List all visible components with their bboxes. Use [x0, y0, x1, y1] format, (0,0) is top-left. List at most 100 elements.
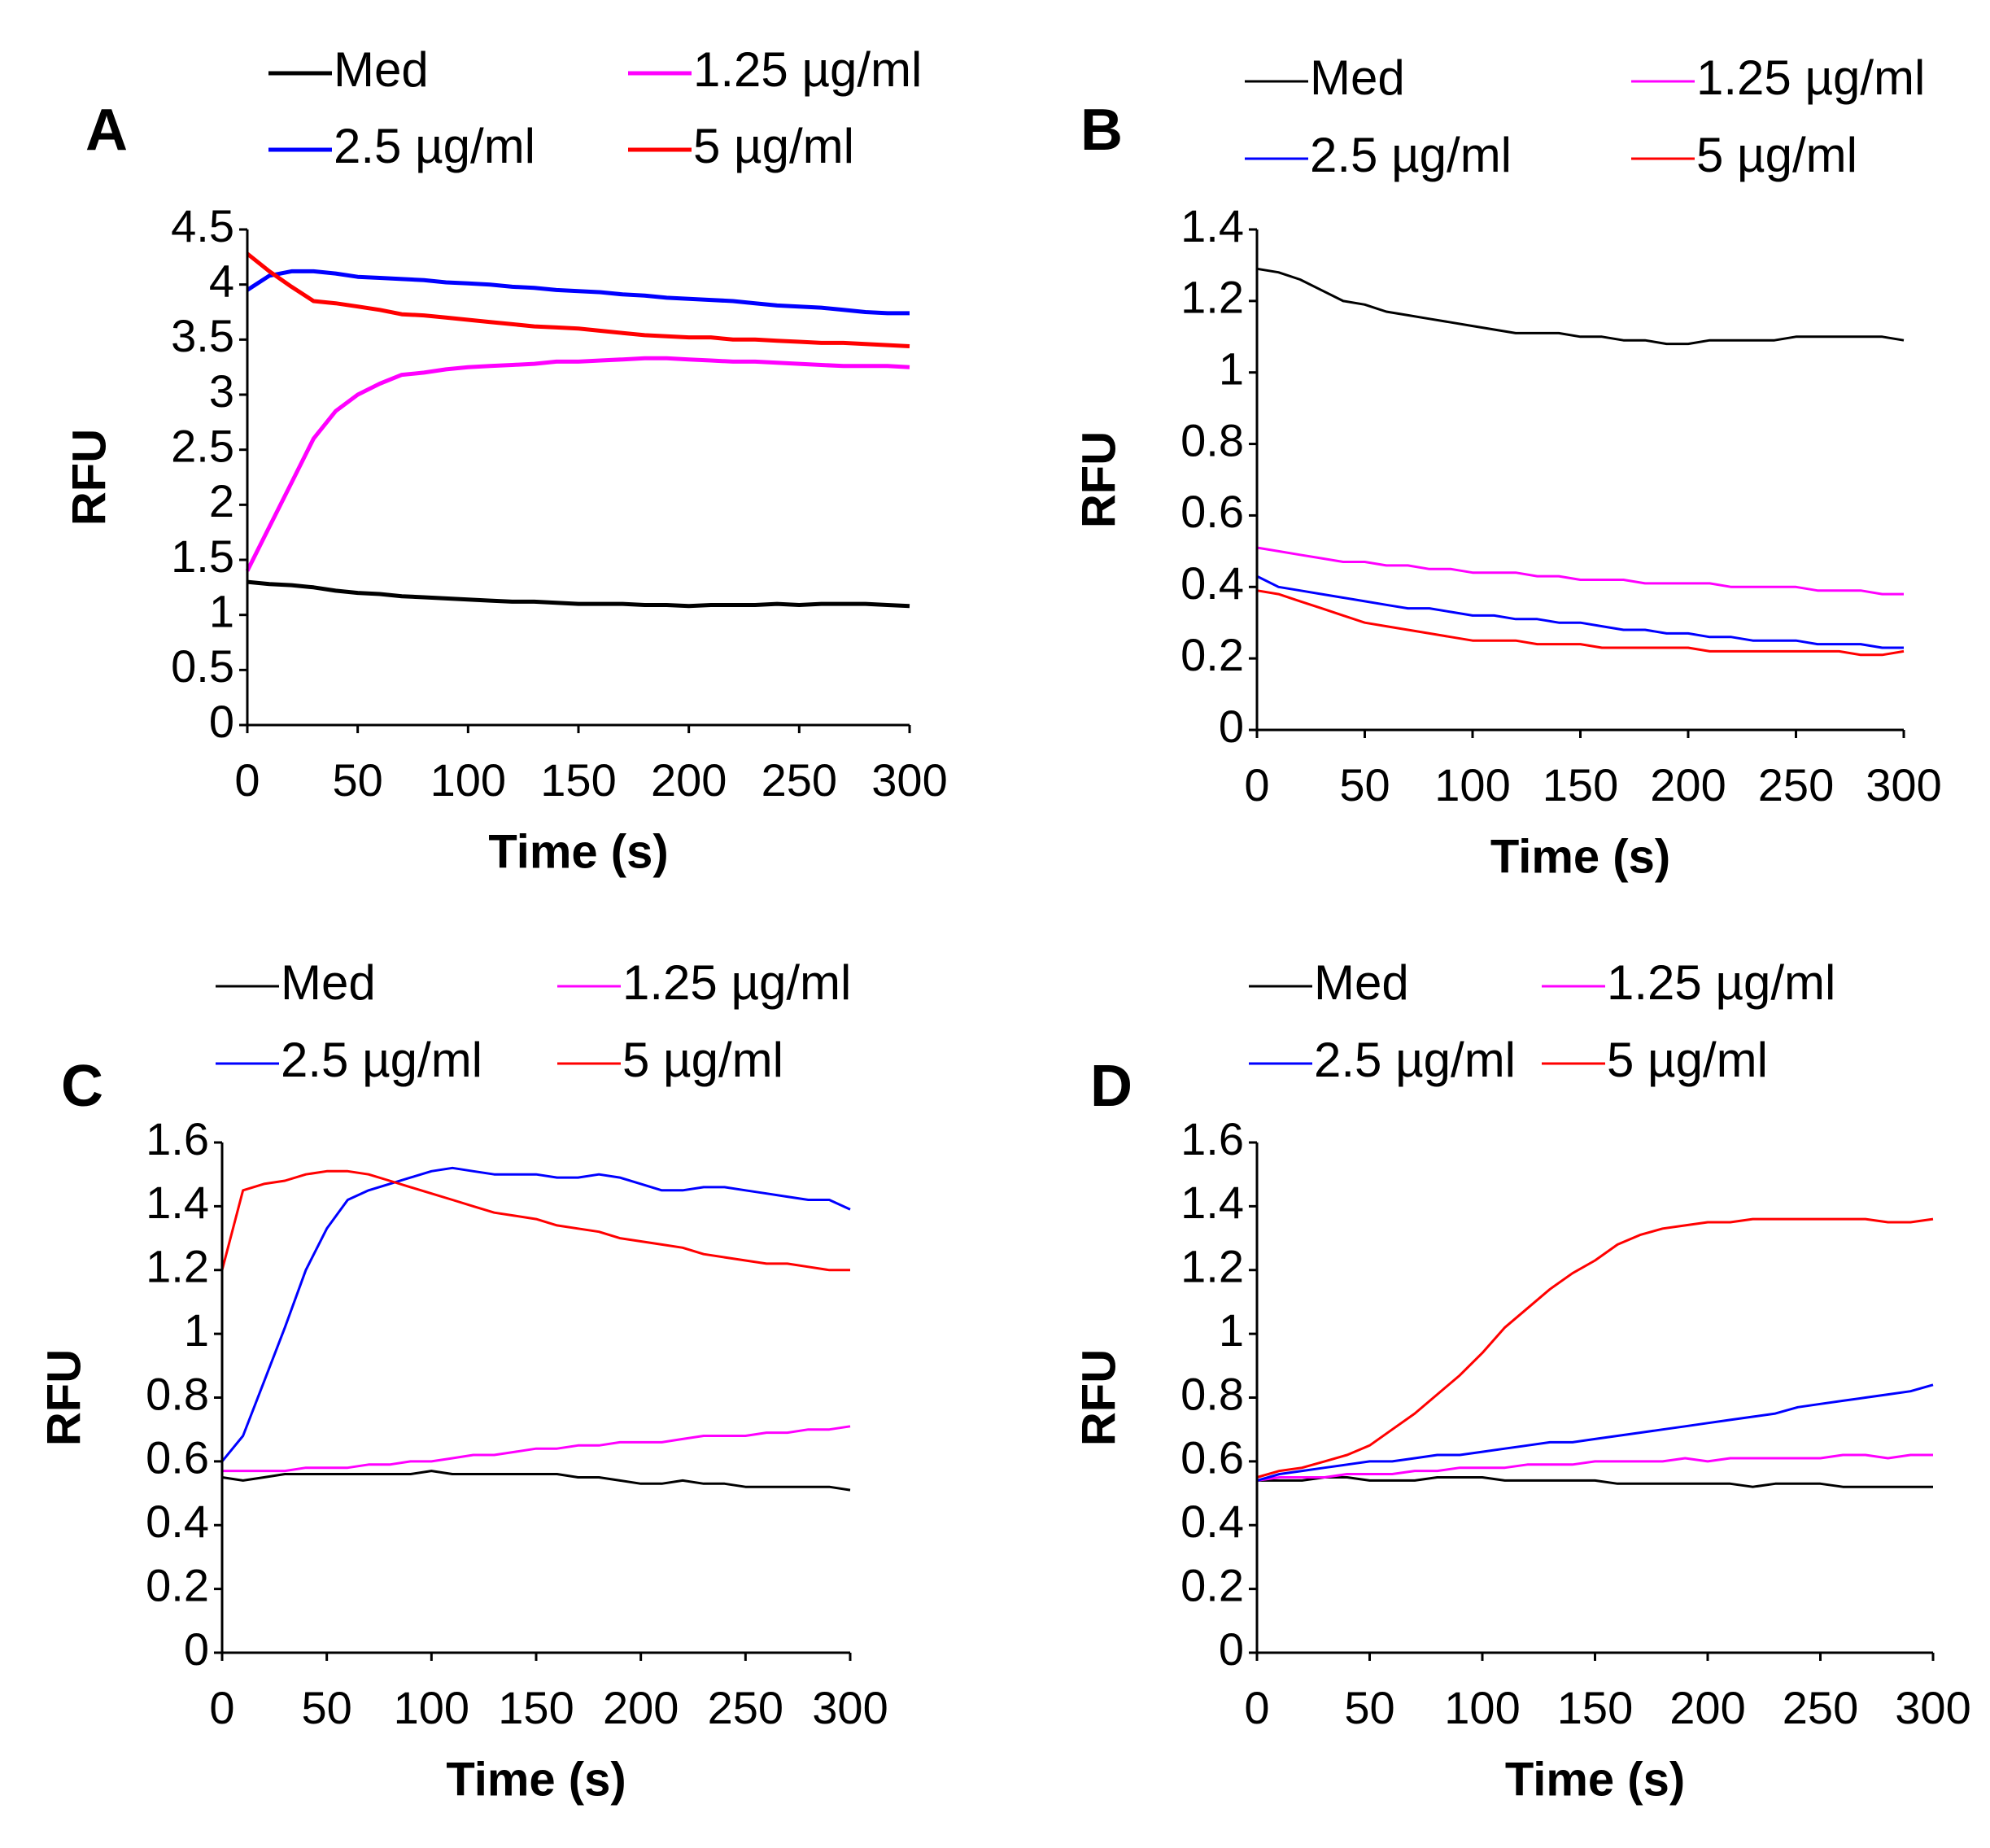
legend-label: 1.25 µg/ml	[693, 42, 922, 97]
x-tick-label: 300	[871, 754, 947, 806]
panel-letter: C	[61, 1054, 103, 1119]
y-tick-label: 0.2	[146, 1559, 209, 1610]
data-line	[1256, 1453, 1933, 1482]
x-axis-title: Time (s)	[446, 1753, 626, 1806]
x-tick-label: 300	[1895, 1682, 1970, 1733]
x-tick-label: 50	[1339, 759, 1390, 810]
data-line	[247, 579, 910, 609]
data-line	[1256, 1383, 1934, 1482]
y-tick-label: 0.4	[1180, 557, 1244, 609]
y-tick-label: 0.4	[1180, 1496, 1244, 1547]
x-tick-label: 150	[1557, 1682, 1633, 1733]
y-tick-label: 0.2	[1180, 1559, 1244, 1610]
panel-letter: A	[85, 98, 128, 163]
y-tick-label: 1.5	[171, 531, 234, 582]
legend-label: 2.5 µg/ml	[1310, 128, 1512, 182]
data-line	[1256, 589, 1905, 657]
legend-label: 2.5 µg/ml	[334, 119, 535, 173]
y-axis-title: RFU	[1072, 431, 1125, 528]
data-line	[220, 1166, 851, 1462]
x-tick-label: 150	[540, 754, 616, 806]
panel-letter: B	[1080, 98, 1123, 163]
y-tick-label: 0.8	[1180, 414, 1244, 465]
x-tick-label: 50	[333, 754, 383, 806]
y-tick-label: 1	[184, 1304, 209, 1356]
x-tick-label: 0	[209, 1682, 234, 1733]
chart-panel: 0 0.2 0.4 0.6 0.8 1 1.2 1.4 1.6 0 50 100 150 200 250 30…	[37, 955, 888, 1806]
y-tick-label: 1.4	[1180, 1177, 1244, 1228]
legend-label: 5 µg/ml	[1607, 1033, 1768, 1087]
x-tick-label: 300	[812, 1682, 888, 1733]
x-tick-label: 250	[762, 754, 837, 806]
y-tick-label: 2.5	[171, 420, 234, 471]
y-tick-label: 1.2	[1180, 272, 1244, 323]
y-axis-title: RFU	[63, 429, 116, 526]
y-tick-label: 4	[209, 255, 234, 306]
y-tick-label: 1.2	[146, 1241, 209, 1292]
x-tick-label: 150	[498, 1682, 574, 1733]
x-tick-label: 0	[1244, 759, 1269, 810]
y-axis-title: RFU	[37, 1349, 90, 1446]
legend-label: Med	[281, 955, 376, 1010]
x-tick-label: 100	[430, 754, 506, 806]
x-tick-label: 200	[651, 754, 727, 806]
x-tick-label: 250	[1783, 1682, 1858, 1733]
chart-panel: 0 0.2 0.4 0.6 0.8 1 1.2 1.4 0 50 100 150 200 250 300 Me…	[1072, 50, 1941, 883]
x-tick-label: 50	[302, 1682, 352, 1733]
x-tick-label: 200	[1650, 759, 1726, 810]
y-tick-label: 4.5	[171, 200, 234, 251]
y-tick-label: 0.5	[171, 640, 234, 692]
y-tick-label: 3	[209, 365, 234, 417]
legend-label: 5 µg/ml	[693, 119, 854, 173]
data-line	[221, 1470, 851, 1492]
y-tick-label: 1	[209, 585, 234, 636]
legend-label: Med	[1310, 50, 1405, 105]
y-tick-label: 0.6	[1180, 486, 1244, 537]
y-tick-label: 0.8	[1180, 1368, 1244, 1419]
legend-label: Med	[1314, 955, 1409, 1010]
x-tick-label: 300	[1866, 759, 1941, 810]
data-line	[222, 1425, 851, 1473]
x-tick-label: 100	[1434, 759, 1510, 810]
legend-label: Med	[334, 42, 429, 97]
chart-panel: 0 0.2 0.4 0.6 0.8 1 1.2 1.4 1.6 0 50 100 150 200 250 30…	[1072, 955, 1970, 1806]
legend-label: 5 µg/ml	[622, 1033, 783, 1087]
x-tick-label: 250	[1758, 759, 1834, 810]
chart-panel: 00.511.522.533.544.50 50 100 150 200 250 300Me…	[63, 42, 947, 878]
y-tick-label: 0	[1219, 701, 1244, 752]
legend-label: 1.25 µg/ml	[1607, 955, 1835, 1010]
y-tick-label: 0	[209, 696, 234, 747]
x-tick-label: 0	[1244, 1682, 1269, 1733]
y-tick-label: 1.2	[1180, 1241, 1244, 1292]
y-tick-label: 0	[184, 1623, 209, 1675]
y-tick-label: 0.8	[146, 1368, 209, 1419]
x-tick-label: 50	[1344, 1682, 1394, 1733]
y-axis-title: RFU	[1072, 1349, 1125, 1446]
legend-label: 1.25 µg/ml	[1696, 50, 1925, 105]
x-tick-label: 250	[708, 1682, 783, 1733]
legend-label: 2.5 µg/ml	[1314, 1033, 1516, 1087]
x-tick-label: 150	[1543, 759, 1618, 810]
panel-letter: D	[1090, 1054, 1132, 1119]
y-tick-label: 1.6	[146, 1113, 209, 1164]
legend-label: 5 µg/ml	[1696, 128, 1857, 182]
data-line	[1256, 574, 1904, 649]
y-tick-label: 0.6	[1180, 1432, 1244, 1483]
data-line	[1256, 1217, 1934, 1479]
y-tick-label: 0.6	[146, 1432, 209, 1483]
data-line	[1256, 546, 1904, 596]
y-tick-label: 2	[209, 475, 234, 526]
x-tick-label: 100	[1444, 1682, 1520, 1733]
x-tick-label: 100	[394, 1682, 469, 1733]
data-line	[220, 1169, 850, 1272]
data-line	[246, 269, 910, 316]
y-tick-label: 1.4	[1180, 200, 1244, 251]
legend-label: 2.5 µg/ml	[281, 1033, 482, 1087]
x-axis-title: Time (s)	[488, 825, 668, 878]
y-tick-label: 1.6	[1180, 1113, 1244, 1164]
x-tick-label: 0	[234, 754, 260, 806]
data-line	[1256, 267, 1905, 346]
y-tick-label: 3.5	[171, 310, 234, 361]
data-line	[246, 251, 910, 348]
x-tick-label: 200	[603, 1682, 679, 1733]
